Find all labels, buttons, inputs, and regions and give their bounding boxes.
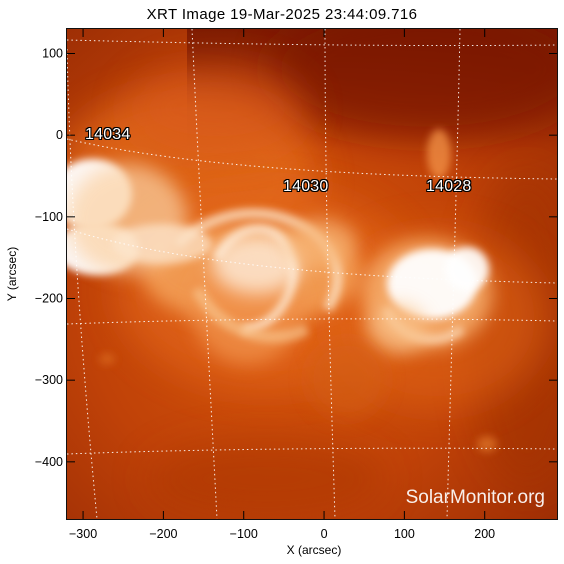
y-tick-label: −400 (35, 455, 63, 469)
region-label-14030: 14030 (283, 178, 329, 195)
region-label-14028: 14028 (426, 178, 472, 195)
y-tick-label: −100 (35, 210, 63, 224)
x-tick-label: 100 (394, 527, 415, 541)
solarmonitor-watermark: SolarMonitor.org (405, 487, 545, 508)
x-tick-label: 200 (474, 527, 495, 541)
x-axis-title: X (arcsec) (287, 543, 342, 557)
x-tick-label: 0 (321, 527, 328, 541)
x-tick-label: −100 (230, 527, 258, 541)
solar-xray-image (67, 29, 557, 519)
y-tick-label: −300 (35, 373, 63, 387)
y-tick-label: 100 (42, 47, 63, 61)
y-tick-label: 0 (56, 128, 63, 142)
heliographic-grid (67, 29, 557, 519)
region-label-14034: 14034 (85, 126, 131, 143)
xrt-image-panel: 14034 14030 14028 SolarMonitor.org (66, 28, 558, 520)
x-tick-label: −300 (69, 527, 97, 541)
y-tick-label: −200 (35, 292, 63, 306)
image-title: XRT Image 19-Mar-2025 23:44:09.716 (146, 6, 418, 23)
y-axis-title: Y (arcsec) (5, 247, 19, 301)
x-tick-label: −200 (149, 527, 177, 541)
